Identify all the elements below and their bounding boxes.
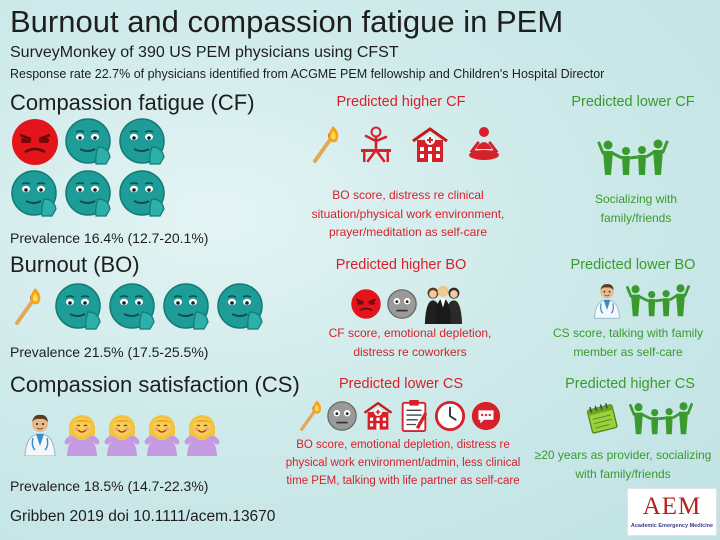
teal-face-icon — [10, 169, 60, 219]
subtitle: SurveyMonkey of 390 US PEM physicians us… — [10, 44, 399, 61]
calendar-icon — [584, 400, 620, 436]
cs-higher-heading: Predicted higher CS — [565, 376, 695, 392]
cs-higher-icons — [584, 400, 694, 436]
hospital-icon — [362, 399, 394, 433]
cf-lower-predictors: Socializing with family/friends — [594, 192, 678, 225]
bo-higher-predictors: CF score, emotional depletion, distress … — [328, 326, 492, 359]
red-stressed-face-icon — [10, 117, 60, 167]
family-group-icon — [626, 282, 690, 318]
cf-prevalence: Prevalence 16.4% (12.7-20.1%) — [10, 230, 209, 246]
bo-higher-icons — [350, 284, 464, 324]
page-title: Burnout and compassion fatigue in PEM — [10, 4, 564, 39]
bo-prevalence: Prevalence 21.5% (17.5-25.5%) — [10, 344, 209, 360]
bo-icons-row — [10, 282, 270, 332]
teal-face-icon — [118, 117, 168, 167]
speech-bubble-icon — [470, 399, 502, 433]
cs-lower-predictors: BO score, emotional depletion, distress … — [285, 439, 521, 487]
teal-face-icon — [162, 282, 212, 332]
clock-icon — [434, 399, 466, 433]
family-group-icon — [597, 137, 669, 177]
happy-person-icon — [64, 412, 100, 456]
bo-lower-icons — [592, 280, 690, 320]
doctor-icon — [592, 280, 622, 320]
cs-section-title: Compassion satisfaction (CS) — [10, 372, 300, 397]
response-rate: Response rate 22.7% of physicians identi… — [10, 67, 605, 81]
teal-face-icon — [64, 169, 114, 219]
happy-person-icon — [184, 412, 220, 456]
stressed-worker-icon — [356, 125, 396, 165]
meditation-icon — [464, 125, 504, 165]
burning-match-icon — [10, 287, 44, 327]
cs-prevalence: Prevalence 18.5% (14.7-22.3%) — [10, 478, 209, 494]
coworkers-icon — [422, 284, 464, 324]
citation: Gribben 2019 doi 10.1111/acem.13670 — [10, 508, 276, 525]
burning-match-icon — [308, 125, 342, 165]
cf-section-title: Compassion fatigue (CF) — [10, 90, 255, 115]
cf-higher-predictors: BO score, distress re clinical situation… — [311, 188, 505, 240]
teal-face-icon — [108, 282, 158, 332]
burning-match-icon — [296, 399, 324, 433]
bo-higher-heading: Predicted higher BO — [335, 257, 467, 273]
family-group-icon — [628, 400, 694, 436]
cs-higher-predictors: ≥20 years as provider, socializing with … — [534, 448, 712, 481]
teal-face-icon — [54, 282, 104, 332]
bo-lower-heading: Predicted lower BO — [570, 257, 696, 273]
cs-lower-icons — [296, 399, 506, 433]
happy-person-icon — [104, 412, 140, 456]
grey-face-icon — [326, 399, 358, 433]
aem-logo: AEM Academic Emergency Medicine — [627, 488, 717, 536]
cf-higher-icons — [308, 125, 504, 165]
red-stressed-face-icon — [350, 288, 382, 320]
bo-section-title: Burnout (BO) — [10, 252, 140, 277]
doctor-icon — [22, 412, 58, 456]
cs-icons-row — [22, 412, 220, 456]
hospital-icon — [410, 125, 450, 165]
teal-face-icon — [118, 169, 168, 219]
cf-faces-grid — [10, 117, 180, 219]
cs-lower-heading: Predicted lower CS — [338, 376, 464, 392]
grey-face-icon — [386, 288, 418, 320]
cf-lower-heading: Predicted lower CF — [571, 94, 695, 110]
bo-lower-predictors: CS score, talking with family member as … — [552, 326, 704, 359]
cf-higher-heading: Predicted higher CF — [336, 94, 466, 110]
teal-face-icon — [216, 282, 266, 332]
teal-face-icon — [64, 117, 114, 167]
happy-person-icon — [144, 412, 180, 456]
clipboard-icon — [398, 399, 430, 433]
